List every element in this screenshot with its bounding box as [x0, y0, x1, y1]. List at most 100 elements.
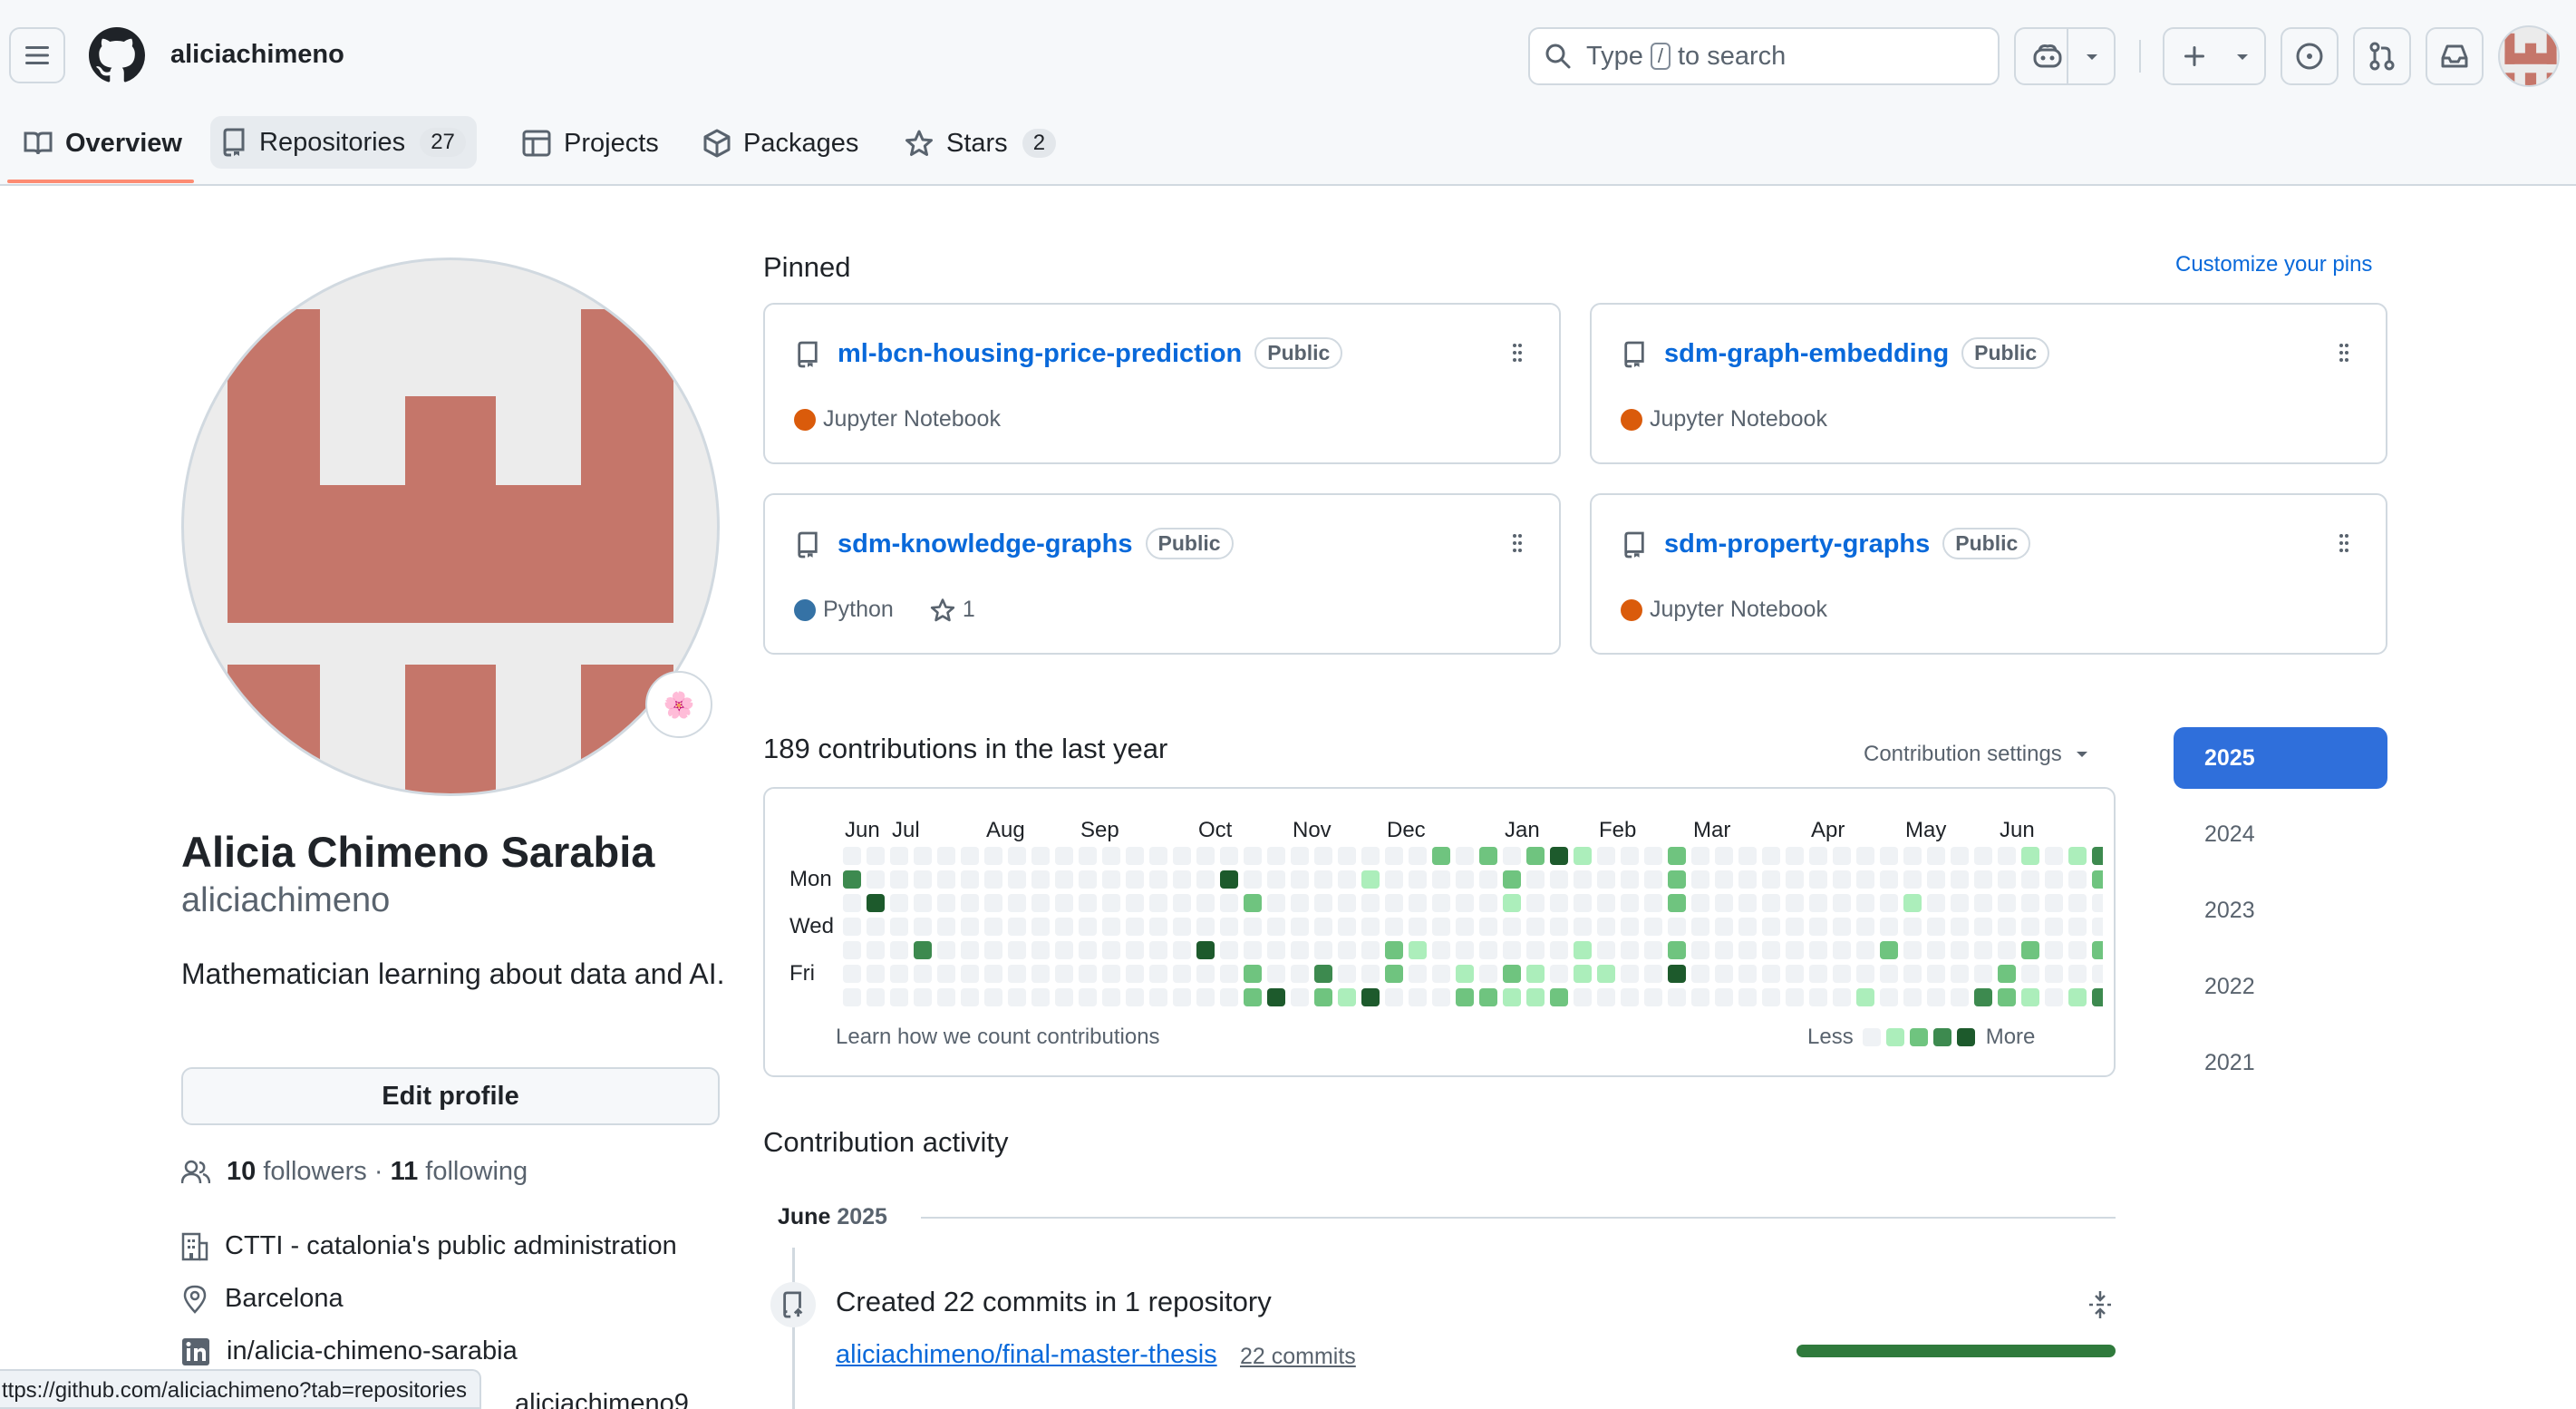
contribution-day-cell[interactable] [1526, 870, 1545, 889]
contribution-day-cell[interactable] [1597, 847, 1615, 865]
contribution-day-cell[interactable] [984, 918, 1002, 936]
contribution-day-cell[interactable] [2021, 894, 2039, 912]
contribution-day-cell[interactable] [961, 894, 979, 912]
contribution-day-cell[interactable] [1361, 918, 1380, 936]
contribution-day-cell[interactable] [1008, 918, 1026, 936]
contribution-day-cell[interactable] [1526, 894, 1545, 912]
contribution-day-cell[interactable] [1715, 870, 1733, 889]
contribution-day-cell[interactable] [914, 988, 932, 1006]
contribution-day-cell[interactable] [1644, 894, 1662, 912]
contribution-day-cell[interactable] [1715, 847, 1733, 865]
contribution-day-cell[interactable] [1880, 965, 1898, 983]
contribution-day-cell[interactable] [1738, 918, 1757, 936]
contribution-day-cell[interactable] [1621, 965, 1639, 983]
contribution-day-cell[interactable] [1691, 870, 1709, 889]
contribution-day-cell[interactable] [1196, 870, 1215, 889]
contribution-day-cell[interactable] [1149, 965, 1167, 983]
contribution-day-cell[interactable] [1196, 894, 1215, 912]
contribution-day-cell[interactable] [1715, 894, 1733, 912]
contribution-day-cell[interactable] [1149, 918, 1167, 936]
contribution-day-cell[interactable] [1126, 988, 1144, 1006]
contribution-day-cell[interactable] [1691, 941, 1709, 959]
contribution-day-cell[interactable] [1479, 941, 1497, 959]
contribution-day-cell[interactable] [1503, 988, 1521, 1006]
contribution-day-cell[interactable] [890, 941, 908, 959]
github-logo-icon[interactable] [89, 27, 145, 83]
contribution-day-cell[interactable] [1267, 988, 1285, 1006]
contribution-day-cell[interactable] [1031, 918, 1050, 936]
contribution-day-cell[interactable] [1338, 988, 1356, 1006]
contribution-day-cell[interactable] [2021, 918, 2039, 936]
contribution-day-cell[interactable] [2021, 988, 2039, 1006]
contribution-day-cell[interactable] [1196, 847, 1215, 865]
contribution-day-cell[interactable] [1244, 941, 1262, 959]
contribution-day-cell[interactable] [1173, 847, 1191, 865]
contribution-day-cell[interactable] [1550, 965, 1568, 983]
contribution-day-cell[interactable] [1196, 918, 1215, 936]
contribution-day-cell[interactable] [1432, 965, 1450, 983]
contribution-day-cell[interactable] [1456, 894, 1474, 912]
contribution-day-cell[interactable] [1503, 941, 1521, 959]
contribution-day-cell[interactable] [1267, 918, 1285, 936]
contribution-day-cell[interactable] [1314, 965, 1332, 983]
contribution-day-cell[interactable] [1126, 894, 1144, 912]
contribution-day-cell[interactable] [1574, 941, 1592, 959]
contribution-day-cell[interactable] [890, 894, 908, 912]
pinned-repo-link[interactable]: sdm-graph-embedding Public [1664, 337, 2050, 369]
contribution-day-cell[interactable] [937, 870, 955, 889]
contribution-day-cell[interactable] [1927, 965, 1945, 983]
pinned-repo-name[interactable]: sdm-property-graphs [1664, 530, 1931, 559]
customize-pins-link[interactable]: Customize your pins [2175, 252, 2373, 277]
contribution-day-cell[interactable] [843, 941, 861, 959]
contribution-day-cell[interactable] [1079, 918, 1097, 936]
contribution-day-cell[interactable] [1951, 870, 1969, 889]
contribution-day-cell[interactable] [1220, 847, 1238, 865]
following-link[interactable]: 11 following [391, 1157, 528, 1187]
contribution-day-cell[interactable] [1338, 894, 1356, 912]
inbox-button[interactable] [2426, 27, 2484, 85]
contribution-day-cell[interactable] [890, 988, 908, 1006]
contribution-day-cell[interactable] [1244, 870, 1262, 889]
contribution-day-cell[interactable] [843, 894, 861, 912]
contribution-day-cell[interactable] [1550, 988, 1568, 1006]
contribution-day-cell[interactable] [1833, 847, 1851, 865]
contribution-day-cell[interactable] [1008, 965, 1026, 983]
contribution-day-cell[interactable] [1762, 965, 1780, 983]
contribution-day-cell[interactable] [1974, 847, 1992, 865]
contribution-day-cell[interactable] [2045, 941, 2063, 959]
contribution-day-cell[interactable] [1998, 941, 2016, 959]
contribution-day-cell[interactable] [1267, 941, 1285, 959]
contribution-day-cell[interactable] [1361, 894, 1380, 912]
contribution-day-cell[interactable] [1361, 847, 1380, 865]
contribution-day-cell[interactable] [1597, 870, 1615, 889]
contribution-day-cell[interactable] [1762, 918, 1780, 936]
contribution-day-cell[interactable] [867, 965, 885, 983]
contribution-day-cell[interactable] [1102, 918, 1120, 936]
contribution-day-cell[interactable] [1126, 965, 1144, 983]
contribution-day-cell[interactable] [1244, 918, 1262, 936]
contribution-day-cell[interactable] [1079, 847, 1097, 865]
contribution-day-cell[interactable] [2092, 847, 2103, 865]
contribution-day-cell[interactable] [914, 941, 932, 959]
contribution-day-cell[interactable] [961, 847, 979, 865]
tab-packages[interactable]: Packages [692, 118, 869, 169]
contribution-day-cell[interactable] [937, 965, 955, 983]
contribution-day-cell[interactable] [1503, 965, 1521, 983]
contribution-day-cell[interactable] [961, 941, 979, 959]
contribution-day-cell[interactable] [1998, 894, 2016, 912]
contribution-day-cell[interactable] [1031, 894, 1050, 912]
contribution-day-cell[interactable] [1880, 894, 1898, 912]
contribution-day-cell[interactable] [1644, 870, 1662, 889]
contribution-day-cell[interactable] [1314, 918, 1332, 936]
contribution-day-cell[interactable] [1691, 894, 1709, 912]
contribution-day-cell[interactable] [2068, 965, 2087, 983]
contribution-day-cell[interactable] [1880, 847, 1898, 865]
contribution-day-cell[interactable] [914, 918, 932, 936]
contribution-day-cell[interactable] [1503, 847, 1521, 865]
contribution-day-cell[interactable] [1008, 988, 1026, 1006]
contribution-day-cell[interactable] [1338, 965, 1356, 983]
contribution-day-cell[interactable] [1173, 988, 1191, 1006]
contribution-day-cell[interactable] [1503, 870, 1521, 889]
contribution-day-cell[interactable] [1220, 870, 1238, 889]
contribution-day-cell[interactable] [1055, 941, 1073, 959]
